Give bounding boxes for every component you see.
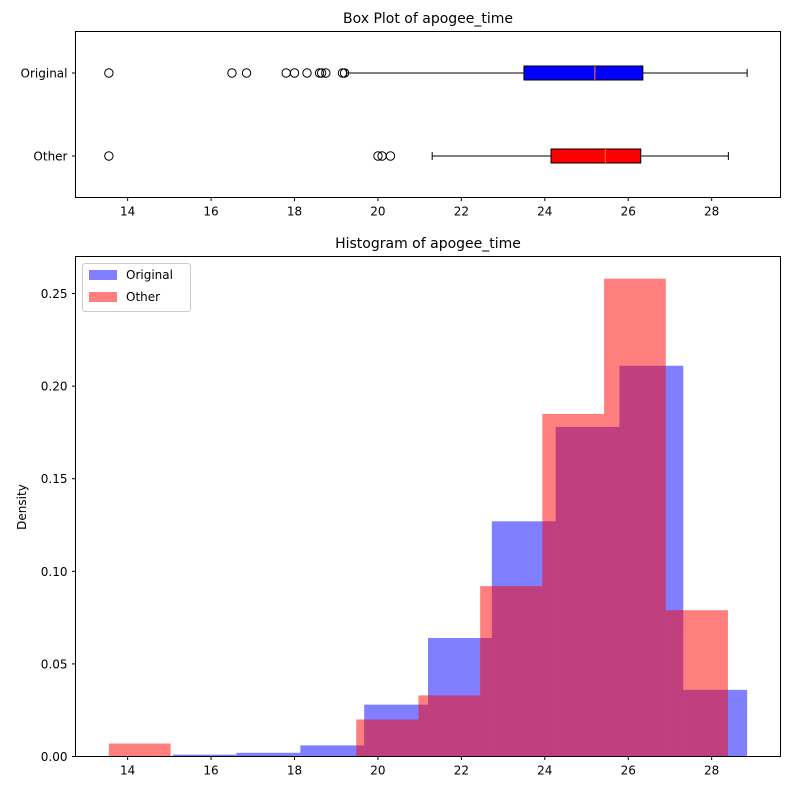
histogram-ytick-label-0-10: 0.10 xyxy=(41,565,68,579)
boxplot-panel: Box Plot of apogee_time 14 16 18 20 22 24 26 28… xyxy=(21,11,781,219)
bar-other-4 xyxy=(356,719,419,757)
boxplot-xtick-label-16: 16 xyxy=(203,205,218,219)
bar-other-0 xyxy=(108,743,171,757)
legend-label-other: Other xyxy=(126,290,160,304)
histogram-xtick-label-16: 16 xyxy=(203,764,218,778)
histogram-xtick-label-14: 14 xyxy=(120,764,135,778)
boxplot-frame xyxy=(75,31,781,198)
outlier-original-5 xyxy=(302,68,312,78)
outlier-original-7 xyxy=(316,68,327,78)
histogram-content xyxy=(108,278,748,757)
histogram-xtick-label-26: 26 xyxy=(621,764,636,778)
boxplot-xtick-label-24: 24 xyxy=(537,205,552,219)
bar-original-2 xyxy=(236,752,301,757)
boxplot-xtick-label-18: 18 xyxy=(287,205,302,219)
boxplot-y-axis: Original Other xyxy=(21,67,76,164)
histogram-ytick-label-0-15: 0.15 xyxy=(41,472,68,486)
histogram-xtick-label-24: 24 xyxy=(537,764,552,778)
histogram-frame xyxy=(75,256,781,757)
histogram-ytick-label-0-00: 0.00 xyxy=(41,750,68,764)
histogram-xtick-label-28: 28 xyxy=(704,764,719,778)
outlier-original-0 xyxy=(104,68,114,78)
outlier-original-3 xyxy=(281,68,291,78)
histogram-ytick-label-0-20: 0.20 xyxy=(41,380,68,394)
legend-swatch-original xyxy=(89,270,117,280)
histogram-ytick-label-0-05: 0.05 xyxy=(41,657,68,671)
outlier-other-0 xyxy=(104,151,114,161)
outlier-original-8 xyxy=(321,68,331,78)
box-original xyxy=(523,65,644,81)
outlier-original-9 xyxy=(337,68,348,78)
histogram-y-label: Density xyxy=(15,484,29,530)
boxplot-ytick-label-other: Other xyxy=(33,150,67,164)
boxplot-content xyxy=(104,65,748,164)
outlier-original-1 xyxy=(227,68,237,78)
outlier-other-1 xyxy=(373,151,383,161)
histogram-x-axis: 14 16 18 20 22 24 26 28 xyxy=(120,756,719,778)
histogram-title: Histogram of apogee_time xyxy=(335,236,521,252)
bar-other-5 xyxy=(418,695,481,757)
histogram-xtick-label-18: 18 xyxy=(287,764,302,778)
outlier-original-2 xyxy=(241,68,252,78)
bar-other-8 xyxy=(604,278,666,757)
outlier-original-4 xyxy=(289,68,300,78)
histogram-xtick-label-20: 20 xyxy=(370,764,385,778)
histogram-legend: Original Other xyxy=(82,263,191,312)
boxplot-x-axis: 14 16 18 20 22 24 26 28 xyxy=(120,197,719,219)
histogram-xtick-label-22: 22 xyxy=(454,764,469,778)
outlier-other-3 xyxy=(385,151,396,161)
outlier-original-10 xyxy=(339,68,350,78)
bar-other-9 xyxy=(665,610,728,757)
box-other xyxy=(550,148,642,164)
boxplot-xtick-label-22: 22 xyxy=(454,205,469,219)
boxplot-xtick-label-28: 28 xyxy=(704,205,719,219)
boxplot-xtick-label-26: 26 xyxy=(621,205,636,219)
boxplot-xtick-label-20: 20 xyxy=(370,205,385,219)
boxplot-ytick-label-original: Original xyxy=(21,67,68,81)
boxplot-title: Box Plot of apogee_time xyxy=(343,11,513,27)
histogram-ytick-label-0-25: 0.25 xyxy=(41,287,68,301)
bar-original-3 xyxy=(300,745,365,757)
legend-label-original: Original xyxy=(126,268,173,282)
legend-swatch-other xyxy=(89,292,117,302)
histogram-panel: Histogram of apogee_time 14 16 18 20 22 24 26 2… xyxy=(15,236,781,778)
bar-original-1 xyxy=(172,754,237,757)
bar-other-7 xyxy=(542,413,605,757)
bar-other-6 xyxy=(480,586,543,757)
histogram-y-axis: 0.00 0.05 0.10 0.15 0.20 0.25 xyxy=(41,287,76,764)
boxplot-xtick-label-14: 14 xyxy=(120,205,135,219)
